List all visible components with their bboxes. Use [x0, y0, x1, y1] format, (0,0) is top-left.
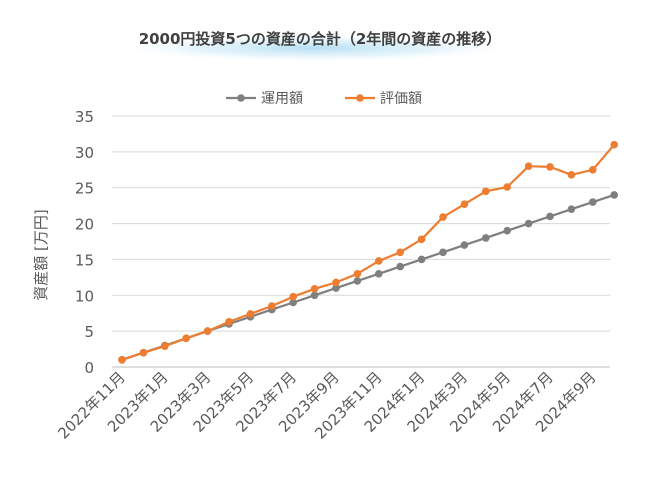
- chart-title: 2000円投資5つの資産の合計（2年間の資産の推移）: [139, 30, 502, 48]
- y-axis-ticks: 0 5 10 15 20 25 30 35: [75, 108, 94, 377]
- gridlines: [112, 115, 610, 368]
- data-point: [524, 162, 533, 170]
- series-2: [118, 140, 618, 364]
- data-point: [567, 205, 576, 213]
- data-point: [289, 298, 298, 307]
- data-point: [353, 277, 362, 285]
- y-tick-label: 30: [75, 144, 94, 162]
- data-point: [353, 270, 362, 278]
- data-point: [161, 342, 169, 351]
- y-tick-label: 35: [75, 108, 94, 126]
- series-line: [121, 143, 616, 361]
- y-tick-label: 5: [84, 323, 94, 341]
- y-tick-label: 0: [84, 359, 94, 377]
- data-point: [396, 262, 405, 271]
- data-point: [589, 166, 597, 174]
- data-point: [482, 187, 490, 196]
- y-tick-label: 20: [75, 216, 94, 234]
- data-point: [375, 257, 383, 265]
- data-point: [546, 163, 554, 171]
- data-point: [417, 255, 426, 264]
- data-point: [460, 200, 469, 208]
- data-point: [268, 302, 276, 310]
- data-point: [225, 318, 233, 326]
- data-point: [589, 198, 597, 206]
- data-point: [439, 248, 447, 257]
- title-decoration: [110, 34, 520, 62]
- legend-label: 評価額: [380, 91, 422, 107]
- legend-label: 運用額: [261, 91, 303, 107]
- data-point: [332, 284, 340, 292]
- data-point: [203, 327, 212, 335]
- data-point: [310, 291, 319, 300]
- data-point: [439, 213, 447, 221]
- data-point: [289, 292, 298, 301]
- data-point: [503, 183, 512, 191]
- data-point: [139, 348, 148, 357]
- data-point: [310, 285, 319, 293]
- y-axis-label: 資産額 [万円]: [32, 209, 50, 300]
- data-point: [503, 226, 512, 235]
- series-1: [118, 191, 618, 364]
- data-point: [396, 248, 405, 257]
- x-axis-ticks: 2022年11月2023年1月2023年3月2023年5月2023年7月2023…: [54, 368, 599, 442]
- data-point: [375, 270, 383, 278]
- data-point: [182, 334, 190, 343]
- data-point: [567, 171, 576, 179]
- data-point: [332, 278, 340, 287]
- data-point: [610, 140, 618, 149]
- data-point: [417, 235, 426, 244]
- y-tick-label: 15: [75, 251, 94, 269]
- data-point: [610, 191, 618, 199]
- y-tick-label: 10: [75, 287, 94, 305]
- data-point: [524, 219, 533, 228]
- legend: 運用額 評価額: [226, 91, 422, 107]
- data-point: [546, 212, 554, 221]
- data-point: [460, 241, 469, 249]
- data-point: [482, 234, 490, 242]
- legend-marker: [356, 94, 364, 102]
- data-point: [118, 356, 126, 364]
- legend-marker: [237, 94, 245, 102]
- data-point: [246, 310, 255, 318]
- series-layer: [118, 140, 618, 364]
- y-tick-label: 25: [75, 180, 94, 198]
